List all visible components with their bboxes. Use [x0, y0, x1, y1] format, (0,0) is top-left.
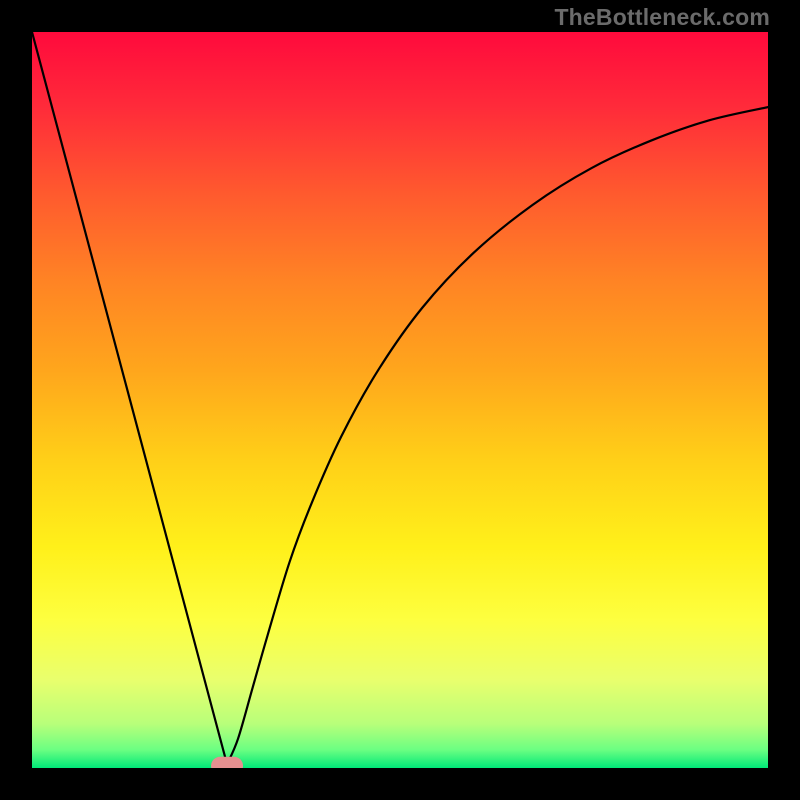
optimum-marker — [211, 757, 243, 768]
plot-area — [32, 32, 768, 768]
chart-frame: TheBottleneck.com — [0, 0, 800, 800]
plot-svg — [32, 32, 768, 768]
gradient-background — [32, 32, 768, 768]
watermark-text: TheBottleneck.com — [554, 4, 770, 31]
